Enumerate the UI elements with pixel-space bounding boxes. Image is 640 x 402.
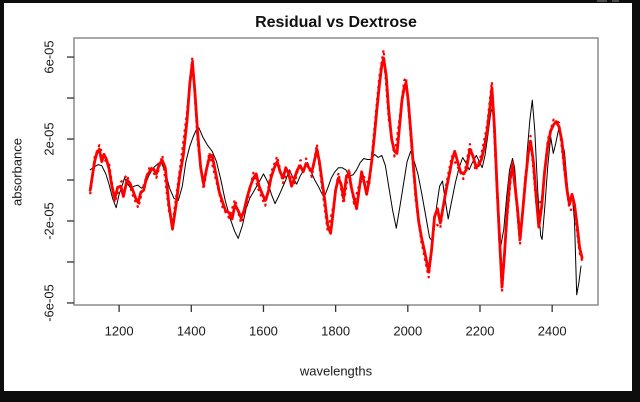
- y-tick-label: 2e-05: [41, 122, 57, 156]
- x-tick-label: 2000: [393, 323, 423, 339]
- chart-title: Residual vs Dextrose: [255, 14, 417, 31]
- y-tick-label: 6e-05: [41, 40, 57, 74]
- y-axis-title: absorbance: [9, 138, 25, 206]
- window-frame-left: [0, 0, 4, 402]
- screen-artifact: [597, 0, 607, 2]
- plot-box: [73, 37, 599, 306]
- series-line-dextrose-red-dotted: [89, 48, 585, 293]
- y-tick-label: -2e-05: [41, 202, 57, 240]
- x-tick-label: 1400: [176, 323, 206, 339]
- y-tick-label: -6e-05: [41, 284, 57, 322]
- x-axis-title: wavelengths: [299, 363, 373, 379]
- x-tick-label: 1200: [104, 323, 134, 339]
- x-tick-label: 1600: [248, 323, 278, 339]
- window-frame-right: [632, 0, 640, 402]
- x-tick-label: 2400: [537, 323, 567, 339]
- x-tick-label: 2200: [465, 323, 495, 339]
- window-frame-top: [0, 0, 640, 3]
- screen-artifact: [612, 0, 619, 2]
- window-frame-bottom: [0, 391, 640, 402]
- series-line-dextrose-red-solid: [88, 56, 584, 289]
- x-tick-label: 1800: [321, 323, 351, 339]
